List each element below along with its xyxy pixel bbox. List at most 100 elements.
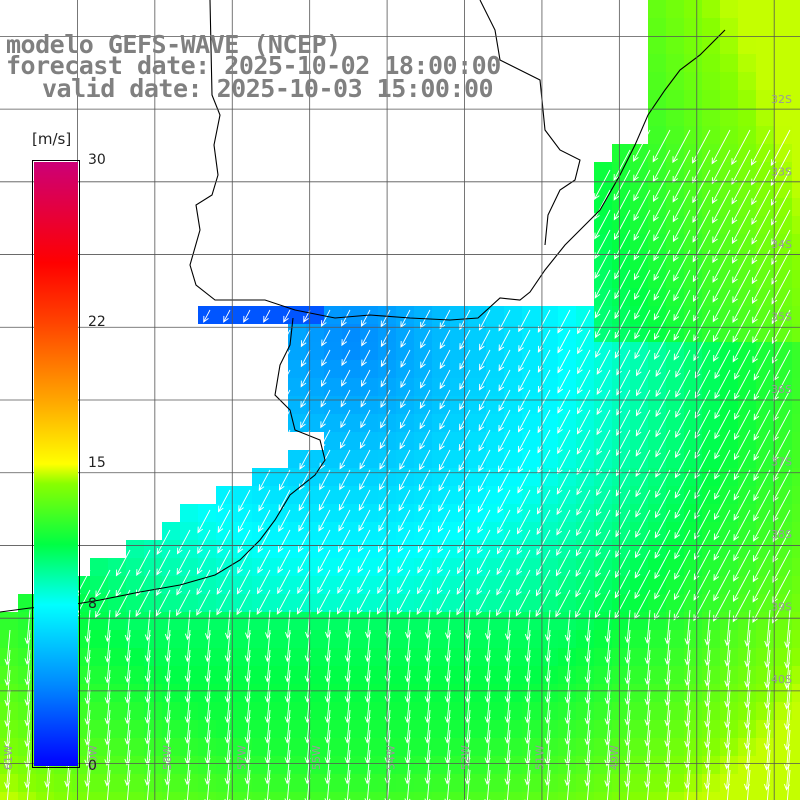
wind-arrow (734, 369, 751, 400)
wind-arrow (477, 509, 491, 534)
wind-arrow (711, 149, 731, 185)
wind-speed-cell (720, 378, 738, 396)
wind-speed-cell (612, 576, 630, 594)
wind-speed-cell (720, 198, 738, 216)
wind-speed-cell (144, 756, 162, 774)
wind-arrow (496, 569, 511, 596)
wind-speed-cell (648, 198, 666, 216)
wind-speed-cell (756, 54, 774, 72)
wind-speed-cell (666, 738, 684, 756)
wind-speed-cell (324, 396, 342, 414)
wind-speed-cell (522, 594, 540, 612)
wind-speed-cell (756, 432, 774, 450)
wind-arrow (339, 429, 351, 449)
wind-speed-cell (522, 666, 540, 684)
wind-speed-cell (108, 756, 126, 774)
wind-speed-cell (450, 738, 468, 756)
wind-speed-cell (522, 630, 540, 648)
wind-speed-cell (558, 324, 576, 342)
wind-arrow (626, 769, 631, 800)
wind-arrow (753, 449, 771, 482)
wind-speed-cell (702, 540, 720, 558)
wind-arrow (86, 769, 91, 800)
wind-speed-cell (558, 414, 576, 432)
wind-speed-cell (432, 522, 450, 540)
wind-speed-cell (342, 432, 360, 450)
wind-arrow (634, 569, 651, 600)
wind-speed-cell (486, 792, 504, 800)
wind-speed-cell (342, 720, 360, 738)
wind-arrow (753, 349, 771, 381)
wind-speed-cell (504, 432, 522, 450)
wind-arrow (418, 469, 431, 492)
wind-speed-cell (594, 378, 612, 396)
wind-speed-cell (90, 630, 108, 648)
wind-speed-cell (144, 576, 162, 594)
wind-speed-cell (720, 270, 738, 288)
wind-speed-cell (558, 666, 576, 684)
wind-arrow (399, 449, 411, 471)
wind-arrow (613, 209, 631, 241)
wind-speed-cell (324, 648, 342, 666)
longitude-label: 54W (385, 745, 398, 770)
wind-speed-cell (450, 756, 468, 774)
wind-arrow (339, 469, 351, 491)
wind-speed-cell (702, 360, 720, 378)
wind-speed-cell (342, 612, 360, 630)
wind-arrow (400, 369, 411, 389)
wind-speed-cell (342, 486, 360, 504)
wind-speed-cell (216, 522, 234, 540)
wind-arrow (713, 509, 731, 541)
wind-arrow (714, 349, 731, 380)
wind-speed-cell (648, 540, 666, 558)
wind-arrow (714, 409, 731, 440)
wind-arrow (732, 589, 751, 623)
wind-speed-cell (108, 612, 126, 630)
wind-speed-cell (0, 738, 18, 756)
wind-speed-cell (702, 450, 720, 468)
wind-arrow (575, 589, 591, 618)
wind-speed-cell (684, 504, 702, 522)
wind-arrow (773, 469, 791, 502)
wind-arrow (279, 429, 291, 450)
wind-arrow (420, 349, 431, 369)
wind-speed-cell (576, 558, 594, 576)
wind-speed-cell (720, 684, 738, 702)
wind-speed-cell (270, 774, 288, 792)
wind-arrow (258, 489, 271, 512)
wind-arrow (694, 369, 711, 399)
wind-speed-cell (234, 504, 252, 522)
wind-speed-cell (18, 720, 36, 738)
wind-speed-cell (738, 702, 756, 720)
wind-speed-cell (738, 144, 756, 162)
wind-speed-cell (396, 432, 414, 450)
wind-arrow (713, 489, 731, 521)
wind-arrow (439, 369, 451, 390)
wind-speed-cell (684, 378, 702, 396)
wind-arrow (675, 349, 691, 378)
wind-arrow (752, 289, 771, 324)
wind-speed-cell (756, 252, 774, 270)
wind-speed-cell (738, 468, 756, 486)
wind-arrow (666, 769, 671, 800)
wind-speed-cell (72, 792, 90, 800)
wind-speed-cell (18, 612, 36, 630)
wind-speed-cell (468, 486, 486, 504)
wind-speed-cell (288, 630, 306, 648)
wind-speed-cell (198, 594, 216, 612)
wind-speed-cell (612, 432, 630, 450)
wind-speed-cell (450, 612, 468, 630)
wind-speed-cell (576, 738, 594, 756)
wind-speed-cell (288, 576, 306, 594)
wind-speed-cell (576, 576, 594, 594)
wind-arrow (635, 349, 651, 377)
wind-speed-cell (270, 468, 288, 486)
wind-arrow (476, 569, 491, 596)
wind-speed-cell (612, 396, 630, 414)
colorbar-tick-label: 22 (88, 313, 106, 330)
longitude-label: 49W (608, 745, 621, 770)
wind-speed-cell (684, 126, 702, 144)
wind-speed-cell (540, 792, 558, 800)
wind-arrow (732, 309, 751, 343)
